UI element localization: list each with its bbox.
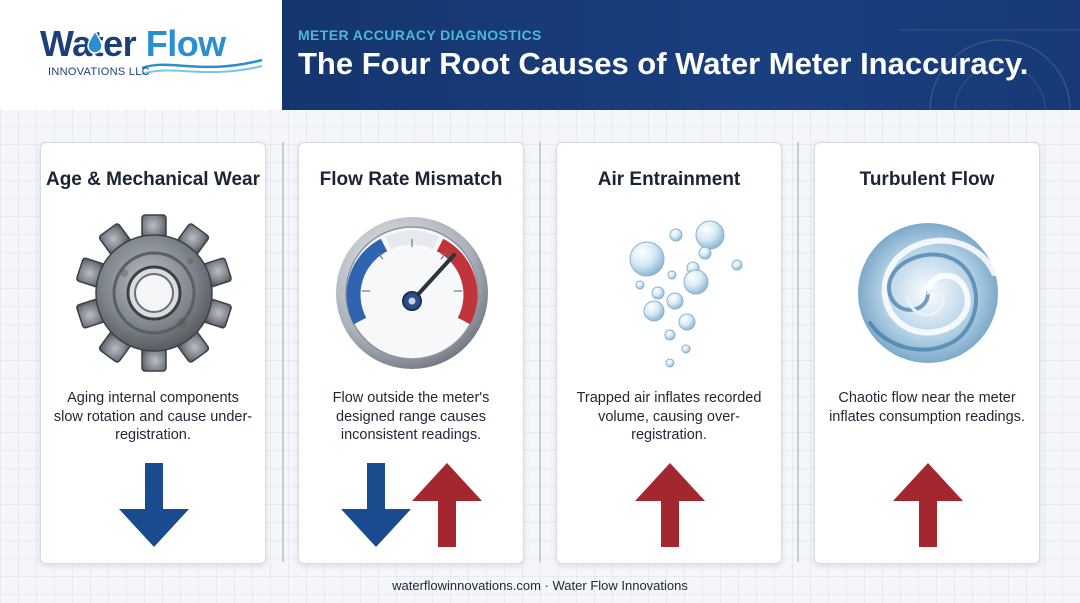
over-registration-indicator: [635, 463, 705, 547]
over-registration-indicator: [893, 463, 963, 547]
header-banner: METER ACCURACY DIAGNOSTICS The Four Root…: [282, 0, 1080, 110]
under-registration-indicator: [119, 463, 189, 547]
bubbles-icon: [629, 220, 743, 368]
footer-credit: waterflowinnovations.com · Water Flow In…: [392, 578, 688, 593]
cause-card-turbulent-flow: Turbulent Flow Chaotic flow near the met…: [814, 142, 1040, 564]
logo-wordmark: Water Flow: [40, 24, 226, 64]
arrow-down-icon: [119, 463, 189, 547]
logo-word-flow: Flow: [145, 23, 226, 64]
card-description: Aging internal components slow rotation …: [53, 390, 253, 443]
cause-card-age-wear: Age & Mechanical Wear: [40, 142, 266, 564]
card-title: Air Entrainment: [597, 169, 741, 190]
arrow-up-icon: [893, 463, 963, 547]
swirl-icon: [858, 223, 998, 363]
arrow-down-icon: [341, 463, 411, 547]
decorative-circuit-icon: [900, 29, 1080, 110]
card-title: Age & Mechanical Wear: [45, 169, 260, 190]
column-divider: [797, 142, 799, 562]
water-drop-icon: [87, 30, 103, 54]
card-title: Flow Rate Mismatch: [319, 169, 503, 190]
arrow-up-icon: [412, 463, 482, 547]
mixed-registration-indicator: [341, 463, 482, 547]
card-description: Chaotic flow near the meter inflates con…: [829, 390, 1025, 425]
header-kicker: METER ACCURACY DIAGNOSTICS: [298, 27, 542, 43]
gear-icon: [76, 214, 232, 372]
gauge-icon: [336, 217, 488, 369]
card-title: Turbulent Flow: [859, 169, 995, 190]
column-divider: [282, 142, 284, 562]
column-divider: [539, 142, 541, 562]
logo-subtitle: INNOVATIONS LLC: [48, 66, 150, 78]
wave-icon: [141, 58, 263, 75]
page-title: The Four Root Causes of Water Meter Inac…: [298, 46, 1029, 81]
card-description: Trapped air inflates recorded volume, ca…: [576, 390, 762, 443]
cause-card-air-entrainment: Air Entrainment Tra: [556, 142, 782, 564]
arrow-up-icon: [635, 463, 705, 547]
logo: Water Flow INNOVATIONS LLC: [0, 0, 282, 110]
card-description: Flow outside the meter's designed range …: [332, 390, 490, 443]
cause-card-flow-rate: Flow Rate Mismatch Flow outside the mete…: [298, 142, 524, 564]
